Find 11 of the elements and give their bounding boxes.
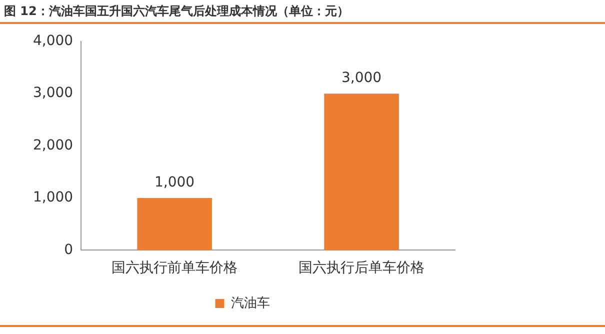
x-tick-label: 国六执行后单车价格 <box>298 260 425 276</box>
x-tick-label: 国六执行前单车价格 <box>112 260 238 276</box>
y-tick-label: 4,000 <box>32 33 74 50</box>
chart-title: 图 12：汽油车国五升国六汽车尾气后处理成本情况（单位：元） <box>4 3 349 20</box>
data-label: 3,000 <box>341 70 382 86</box>
y-tick-label: 0 <box>64 242 74 258</box>
legend-label: 汽油车 <box>230 296 270 311</box>
y-tick-label: 1,000 <box>32 190 74 206</box>
data-label: 1,000 <box>154 174 195 191</box>
y-tick-label: 2,000 <box>32 137 74 154</box>
y-tick-label: 3,000 <box>32 85 74 102</box>
